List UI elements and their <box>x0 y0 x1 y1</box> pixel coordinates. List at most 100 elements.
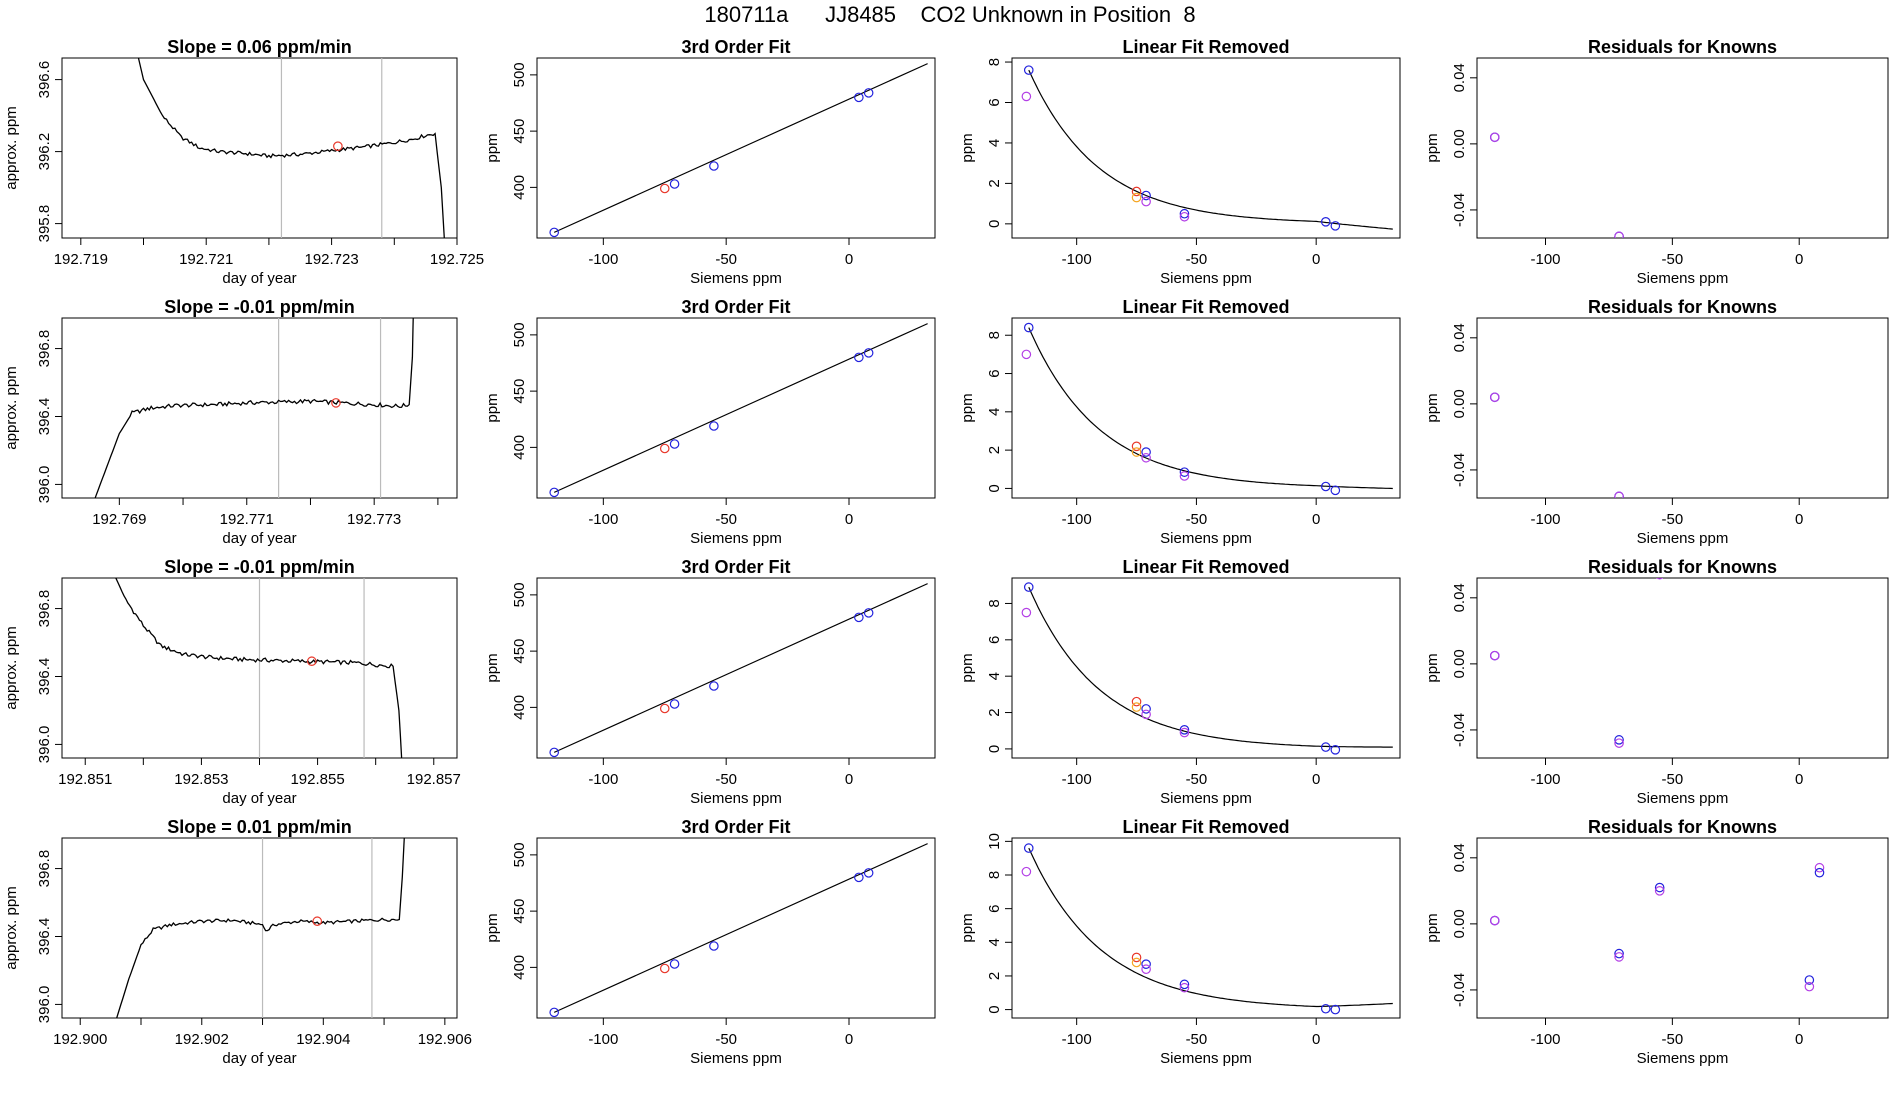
x-axis-label: Siemens ppm <box>1637 530 1729 547</box>
data-point-blue <box>854 612 864 623</box>
data-point-blue <box>1023 322 1034 333</box>
data-point-purple <box>1179 211 1190 222</box>
plot-frame <box>1476 577 1889 759</box>
data-point-purple <box>1489 132 1500 143</box>
data-point-red <box>1131 696 1142 707</box>
data-point-purple <box>1489 650 1500 661</box>
analyzer-trace <box>94 318 414 498</box>
data-point-purple <box>1179 727 1190 738</box>
data-point-blue <box>709 941 719 951</box>
data-point-blue <box>669 699 680 709</box>
panel-title: Linear Fit Removed <box>1122 37 1289 57</box>
data-point-purple <box>1141 964 1151 975</box>
data-point-blue <box>1320 1003 1331 1014</box>
y-axis-label: ppm <box>959 653 976 682</box>
data-point-purple <box>1614 491 1624 498</box>
x-tick-label: -100 <box>1530 251 1560 268</box>
x-tick-label: -100 <box>588 771 618 788</box>
x-tick-label: -50 <box>715 771 737 788</box>
y-tick-label: 0.04 <box>1451 63 1468 92</box>
panel-title: Residuals for Knowns <box>1588 37 1777 57</box>
sample-mean-point <box>312 916 323 927</box>
panel-linrem-r1c3: Linear Fit Removed -100 -50 0 0 2 4 6 8 Siemens p… <box>959 37 1401 287</box>
y-tick-label: 0.00 <box>1451 389 1468 418</box>
data-point-blue <box>1023 843 1034 853</box>
x-tick-label: -100 <box>588 511 618 528</box>
y-tick-label: 0 <box>986 1005 1003 1013</box>
y-tick-label: 2 <box>986 972 1003 980</box>
y-tick-label: 396.4 <box>36 918 53 956</box>
x-tick-label: 192.725 <box>430 251 484 268</box>
fit-line <box>553 63 928 233</box>
data-point-purple <box>1141 709 1151 720</box>
y-tick-label: 400 <box>511 175 528 200</box>
x-tick-label: 192.857 <box>407 771 461 788</box>
data-point-blue <box>1654 882 1665 893</box>
y-tick-label: 396.6 <box>36 61 53 99</box>
x-tick-label: -100 <box>1530 771 1560 788</box>
data-point-blue <box>549 1007 559 1018</box>
data-point-purple <box>1804 981 1815 992</box>
y-axis-label: approx. ppm <box>3 366 20 449</box>
y-tick-label: 500 <box>511 842 528 867</box>
data-point-blue <box>1320 217 1331 227</box>
plot-frame <box>1011 317 1401 499</box>
x-tick-label: 0 <box>1795 251 1803 268</box>
data-point-blue <box>1330 485 1341 496</box>
data-point-blue <box>863 868 874 878</box>
data-point-red <box>1131 952 1142 963</box>
plot-frame <box>61 837 458 1019</box>
plot-area <box>1021 582 1393 755</box>
x-tick-label: -50 <box>1186 771 1208 788</box>
y-tick-label: 2 <box>986 708 1003 716</box>
plot-area <box>115 578 403 758</box>
plot-area <box>137 58 445 238</box>
fit-curve <box>1028 327 1393 490</box>
y-axis-label: ppm <box>959 133 976 162</box>
fit-line <box>553 843 928 1013</box>
data-point-red <box>659 183 670 194</box>
data-point-purple <box>1614 231 1624 238</box>
data-point-blue <box>1330 745 1341 755</box>
x-tick-label: -50 <box>715 511 737 528</box>
data-point-blue <box>1023 65 1034 75</box>
panel-title: 3rd Order Fit <box>681 37 790 57</box>
x-axis-label: Siemens ppm <box>1160 530 1252 547</box>
panel-title: Slope = -0.01 ppm/min <box>164 557 355 577</box>
y-tick-label: 0.04 <box>1451 583 1468 612</box>
panel-title: Slope = -0.01 ppm/min <box>164 297 355 317</box>
analyzer-trace <box>115 578 403 758</box>
data-point-purple <box>1656 578 1664 580</box>
fit-curve <box>1028 847 1393 1008</box>
panel-resid-r2c4: Residuals for Knowns -100 -50 0 -0.04 0.00 0.0… <box>1424 297 1889 547</box>
panel-fit3-r2c2: 3rd Order Fit -100 -50 0 400 450 500 Siemens pp… <box>484 297 936 547</box>
y-tick-label: 396.8 <box>36 590 53 628</box>
plot-area <box>549 323 928 498</box>
plot-frame <box>536 317 936 499</box>
sample-mean-point <box>331 398 341 408</box>
y-tick-label: -0.04 <box>1451 973 1468 1007</box>
data-point-red <box>1131 186 1142 197</box>
y-tick-label: 396.4 <box>36 398 53 436</box>
panel-title: 3rd Order Fit <box>681 557 790 577</box>
data-point-purple <box>1489 392 1500 403</box>
sample-mean-point <box>306 656 317 667</box>
data-point-red <box>659 963 670 974</box>
y-tick-label: 396.0 <box>36 726 53 764</box>
data-point-blue <box>1141 959 1151 969</box>
data-point-blue <box>1179 725 1190 735</box>
data-point-blue <box>1330 221 1341 231</box>
y-tick-label: 450 <box>511 899 528 924</box>
x-tick-label: 0 <box>1795 1031 1803 1048</box>
panel-trace-r1c1: Slope = 0.06 ppm/min 192.719 192.721 192.72… <box>3 37 484 287</box>
plot-frame <box>61 317 458 499</box>
x-tick-label: 192.853 <box>174 771 228 788</box>
y-tick-label: 8 <box>986 58 1003 66</box>
panel-title: Residuals for Knowns <box>1588 817 1777 837</box>
x-tick-label: 192.719 <box>54 251 108 268</box>
data-point-blue <box>854 872 864 883</box>
data-point-blue <box>709 681 719 691</box>
panel-fit3-r3c2: 3rd Order Fit -100 -50 0 400 450 500 Siemens pp… <box>484 557 936 807</box>
x-tick-label: 0 <box>845 511 853 528</box>
data-point-blue <box>863 88 874 98</box>
